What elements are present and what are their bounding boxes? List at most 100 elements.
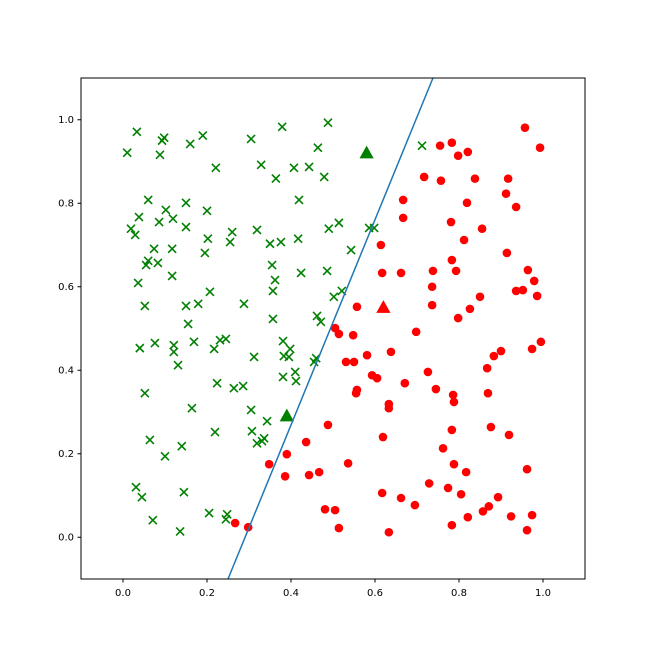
circle-marker xyxy=(462,198,472,208)
x-marker xyxy=(130,230,140,240)
x-marker xyxy=(291,376,301,386)
circle-marker xyxy=(280,471,290,481)
circle-marker xyxy=(438,444,448,453)
x-marker xyxy=(225,237,235,247)
x-tick-label: 0.6 xyxy=(367,588,383,599)
x-marker xyxy=(205,287,215,297)
x-marker xyxy=(329,292,339,302)
x-marker xyxy=(265,239,275,249)
circle-marker xyxy=(453,151,463,160)
x-marker xyxy=(157,136,167,146)
circle-marker xyxy=(400,378,410,388)
circle-marker xyxy=(447,425,457,435)
x-tick-label: 0.8 xyxy=(451,588,467,599)
circle-marker xyxy=(449,459,459,469)
circle-marker xyxy=(330,505,340,515)
x-marker xyxy=(211,163,221,173)
x-marker xyxy=(209,344,219,354)
x-marker xyxy=(239,299,249,309)
x-marker xyxy=(252,438,262,448)
x-marker xyxy=(262,416,272,426)
x-marker xyxy=(278,372,288,382)
x-marker xyxy=(135,343,145,353)
x-marker xyxy=(268,314,278,324)
x-marker xyxy=(252,225,262,235)
x-marker xyxy=(238,381,248,391)
circle-marker xyxy=(396,268,406,278)
x-marker xyxy=(132,127,142,137)
plot-area xyxy=(122,77,546,580)
circle-marker xyxy=(436,176,446,186)
x-marker xyxy=(247,426,257,436)
x-marker xyxy=(175,526,185,536)
x-marker xyxy=(284,352,294,362)
triangle-marker xyxy=(359,145,374,159)
x-marker xyxy=(289,163,299,173)
x-marker xyxy=(294,195,304,205)
circle-marker xyxy=(349,357,359,367)
circle-marker xyxy=(536,337,546,347)
x-marker xyxy=(160,451,170,461)
circle-marker xyxy=(334,523,344,533)
circle-marker xyxy=(522,464,532,474)
circle-marker xyxy=(343,459,353,468)
x-marker xyxy=(309,357,319,367)
circle-marker xyxy=(304,470,314,480)
x-marker xyxy=(249,352,259,362)
circle-marker xyxy=(431,384,441,394)
y-tick-label: 0.0 xyxy=(58,532,74,543)
circle-marker xyxy=(529,276,539,286)
axes-frame xyxy=(80,77,586,580)
x-marker xyxy=(267,260,277,270)
x-tick-label: 0.0 xyxy=(115,588,131,599)
x-marker xyxy=(161,205,171,215)
x-marker xyxy=(187,403,197,413)
x-marker xyxy=(246,405,256,415)
x-marker xyxy=(134,212,144,222)
x-marker xyxy=(153,258,163,268)
circle-marker xyxy=(264,459,274,469)
circle-marker xyxy=(323,420,333,430)
circle-marker xyxy=(523,265,533,275)
x-marker xyxy=(169,347,179,357)
x-marker xyxy=(316,317,326,327)
x-marker xyxy=(169,340,179,350)
x-marker xyxy=(203,234,213,244)
x-marker xyxy=(221,334,231,344)
x-marker xyxy=(246,134,256,144)
x-marker xyxy=(334,218,344,228)
circle-marker xyxy=(535,143,545,153)
x-marker xyxy=(155,150,165,160)
x-marker xyxy=(304,162,314,172)
x-marker xyxy=(140,301,150,311)
circle-marker xyxy=(448,390,458,400)
circle-marker xyxy=(348,330,358,340)
circle-marker xyxy=(532,291,542,301)
x-marker xyxy=(145,435,155,445)
x-marker xyxy=(257,436,267,446)
x-marker xyxy=(256,160,266,170)
circle-marker xyxy=(484,502,494,511)
x-marker xyxy=(312,311,322,321)
circle-marker xyxy=(378,432,388,442)
x-marker xyxy=(154,217,164,227)
circle-marker xyxy=(341,357,351,367)
x-marker xyxy=(185,139,195,149)
circle-marker xyxy=(377,268,387,278)
circle-marker xyxy=(459,235,469,245)
x-marker xyxy=(277,122,287,132)
circle-marker xyxy=(384,403,394,413)
circle-marker xyxy=(520,123,530,132)
x-marker xyxy=(167,244,177,254)
x-marker xyxy=(270,275,280,285)
x-tick-label: 0.4 xyxy=(283,588,299,599)
x-marker xyxy=(183,319,193,329)
circle-marker xyxy=(334,329,344,339)
x-marker xyxy=(181,301,191,311)
x-marker xyxy=(322,266,332,276)
x-marker xyxy=(193,299,203,309)
triangle-marker xyxy=(279,408,294,422)
x-marker xyxy=(296,268,306,278)
x-marker xyxy=(126,224,136,234)
